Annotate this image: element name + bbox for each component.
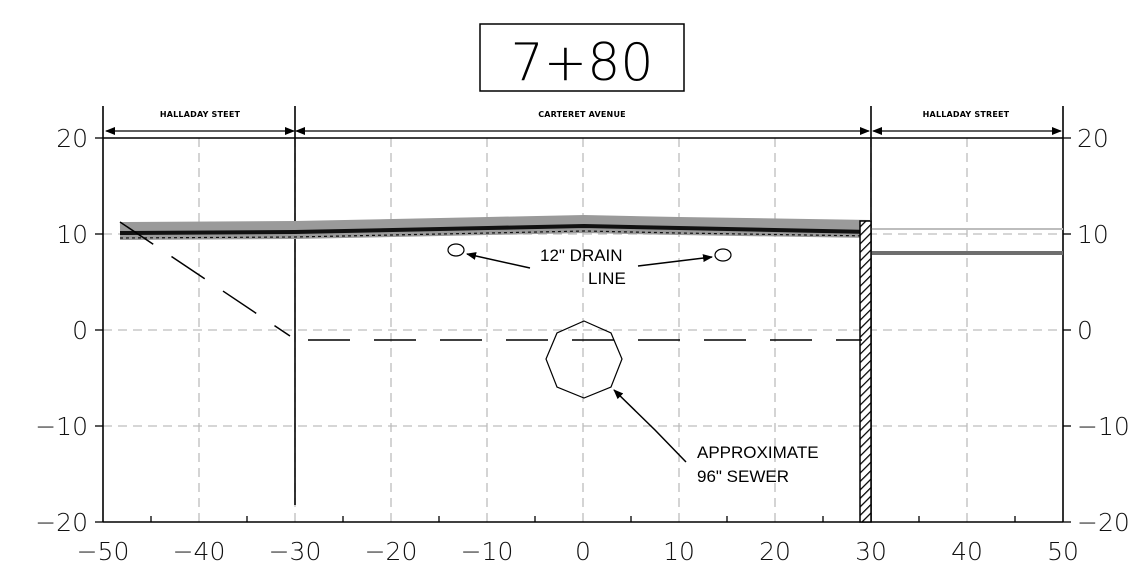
x-tick-label: −40 bbox=[173, 537, 226, 566]
drain-label-line2: LINE bbox=[588, 269, 626, 288]
x-tick-label: 40 bbox=[951, 537, 983, 566]
y-tick-label-right: −10 bbox=[1077, 412, 1130, 441]
sloped-excavation-line bbox=[119, 221, 291, 337]
x-tick-label: −20 bbox=[365, 537, 418, 566]
x-tick-label: 0 bbox=[575, 537, 591, 566]
x-tick-label: −50 bbox=[77, 537, 130, 566]
drain-lines: 12" DRAIN LINE bbox=[447, 243, 732, 288]
axis-tick-marks bbox=[95, 137, 1071, 523]
x-tick-label: 50 bbox=[1047, 537, 1079, 566]
zone-dimensions: HALLADAY STEET CARTERET AVENUE HALLADAY … bbox=[105, 110, 1062, 135]
y-tick-label-left: 10 bbox=[56, 220, 88, 249]
drain-pipe-left bbox=[447, 243, 465, 257]
x-tick-label: −30 bbox=[269, 537, 322, 566]
road-core-line bbox=[119, 223, 872, 235]
x-tick-labels: −50 −40 −30 −20 −10 0 10 20 30 40 50 bbox=[77, 537, 1079, 566]
grid-lines bbox=[103, 138, 1063, 522]
road-surface bbox=[119, 214, 1063, 255]
sewer-leader bbox=[613, 389, 687, 463]
y-tick-label-right: 0 bbox=[1077, 316, 1093, 345]
sewer-label-line2: 96" SEWER bbox=[697, 467, 789, 486]
y-tick-label-left: −20 bbox=[35, 508, 88, 537]
y-tick-label-right: −20 bbox=[1077, 508, 1130, 537]
zone-label-halladay-street: HALLADAY STREET bbox=[923, 110, 1010, 119]
excavation-line bbox=[119, 221, 862, 341]
zone-label-halladay-steet: HALLADAY STEET bbox=[160, 110, 241, 119]
x-tick-label: 10 bbox=[663, 537, 695, 566]
retaining-wall bbox=[859, 220, 872, 523]
station-title-text: 7+80 bbox=[511, 33, 654, 93]
y-tick-label-left: 20 bbox=[56, 124, 88, 153]
y-tick-label-left: −10 bbox=[35, 412, 88, 441]
sewer-label-line1: APPROXIMATE bbox=[697, 443, 819, 462]
y-tick-labels-right: 20 10 0 −10 −20 bbox=[1077, 124, 1130, 537]
x-tick-label: −10 bbox=[461, 537, 514, 566]
y-tick-label-left: 0 bbox=[72, 316, 88, 345]
y-tick-labels-left: 20 10 0 −10 −20 bbox=[35, 124, 88, 537]
y-tick-label-right: 10 bbox=[1077, 220, 1109, 249]
drain-label-line1: 12" DRAIN bbox=[540, 246, 623, 265]
sewer: APPROXIMATE 96" SEWER bbox=[545, 320, 819, 486]
station-title-box bbox=[479, 23, 685, 92]
drain-pipe-right bbox=[714, 248, 732, 262]
station-title: 7+80 bbox=[479, 23, 685, 93]
y-tick-label-right: 20 bbox=[1077, 124, 1109, 153]
sewer-octagon bbox=[545, 320, 623, 399]
drain-leader-right bbox=[637, 254, 713, 267]
road-dashed-line bbox=[119, 230, 872, 239]
zone-label-carteret-avenue: CARTERET AVENUE bbox=[538, 110, 626, 119]
x-tick-label: 20 bbox=[759, 537, 791, 566]
drain-leader-left bbox=[466, 252, 531, 269]
x-tick-label: 30 bbox=[855, 537, 887, 566]
